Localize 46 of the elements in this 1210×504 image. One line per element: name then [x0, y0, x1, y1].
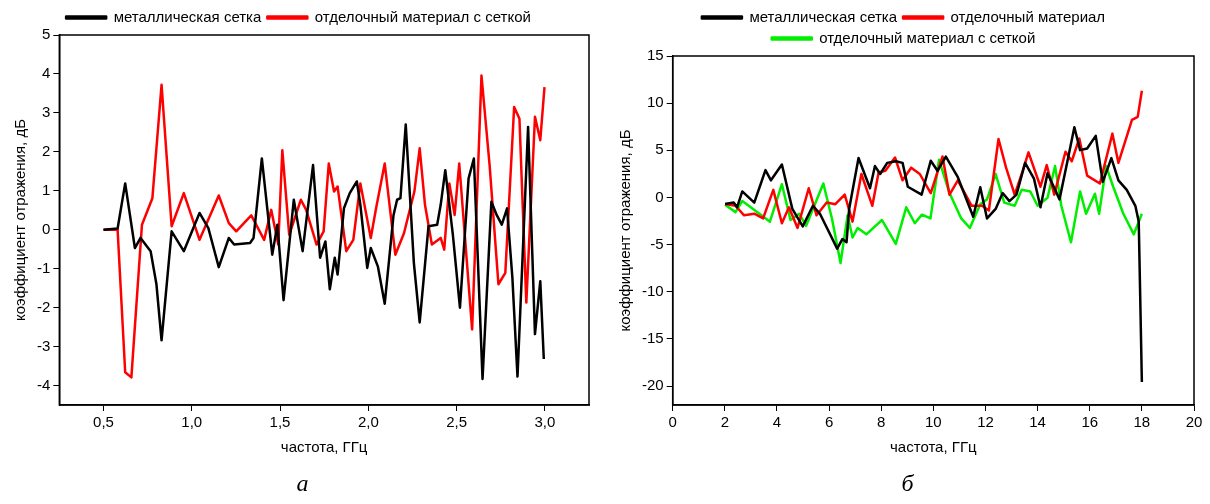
x-tick-label: 20 — [1185, 413, 1203, 431]
x-tick-label: 0,5 — [93, 413, 114, 431]
y-tick-label: -1 — [36, 258, 51, 276]
text: б — [900, 470, 915, 497]
y-tick-label: -5 — [650, 234, 664, 252]
legend-label: отделочный материал с сеткой — [819, 28, 1036, 46]
y-tick-label: -20 — [641, 376, 664, 394]
x-tick-label: 2,5 — [446, 413, 468, 431]
y-tick-label: -10 — [641, 281, 664, 299]
text: а — [295, 470, 310, 497]
y-axis-title: коэффициент отражения, дБ — [616, 129, 634, 332]
y-tick-label: 15 — [646, 46, 664, 64]
y-tick-label: -2 — [36, 297, 51, 315]
x-tick-label: 0 — [668, 413, 677, 431]
x-tick-label: 10 — [925, 413, 942, 431]
x-tick-label: 2 — [720, 413, 729, 431]
x-tick-label: 3,0 — [534, 413, 556, 431]
y-tick-label: 1 — [41, 180, 51, 198]
y-axis-title: коэффициент отражения, дБ — [11, 118, 29, 322]
y-tick-label: 2 — [41, 141, 51, 159]
y-tick-label: 0 — [655, 187, 664, 205]
y-tick-label: 4 — [41, 64, 51, 82]
x-tick-label: 4 — [772, 413, 782, 431]
x-tick-label: 16 — [1081, 413, 1099, 431]
x-axis-title: частота, ГГц — [890, 438, 978, 456]
x-tick-label: 2,0 — [357, 413, 379, 431]
y-tick-label: -4 — [36, 375, 51, 393]
legend-label: металлическая сетка — [113, 7, 262, 25]
x-tick-label: 1,0 — [181, 413, 203, 431]
x-tick-label: 12 — [977, 413, 994, 431]
x-tick-label: 1,5 — [269, 413, 291, 431]
y-tick-label: 5 — [655, 140, 664, 158]
x-tick-label: 18 — [1133, 413, 1151, 431]
x-tick-label: 6 — [824, 413, 834, 431]
legend-label: отделочный материал с сеткой — [314, 7, 531, 25]
legend-label: отделочный материал — [950, 7, 1106, 25]
y-tick-label: -15 — [641, 329, 664, 347]
x-tick-label: 14 — [1029, 413, 1046, 431]
x-tick-label: 8 — [877, 413, 886, 431]
y-tick-label: 0 — [41, 219, 51, 237]
y-tick-label: -3 — [36, 336, 51, 354]
legend-label: металлическая сетка — [749, 7, 898, 25]
y-tick-label: 5 — [41, 25, 51, 43]
y-tick-label: 3 — [41, 103, 51, 121]
x-axis-title: частота, ГГц — [280, 438, 368, 456]
y-tick-label: 10 — [646, 93, 664, 111]
